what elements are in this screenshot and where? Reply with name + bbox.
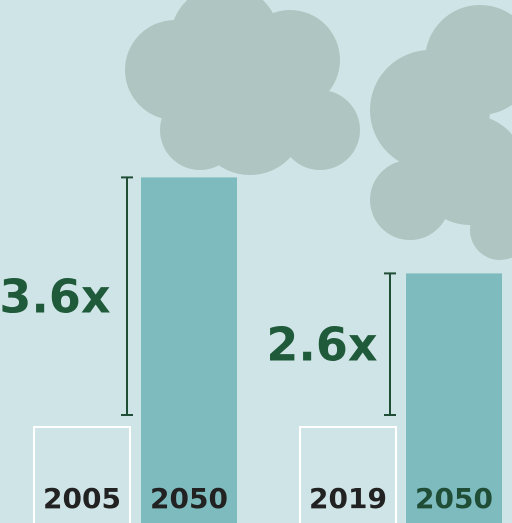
category-label: 2019 — [309, 482, 387, 515]
category-label: 2050 — [150, 482, 228, 515]
ratio-annotation: 2.6x — [266, 318, 377, 372]
category-label: 2050 — [415, 482, 493, 515]
ratio-annotation: 3.6x — [0, 270, 111, 324]
category-label: 2005 — [43, 482, 121, 515]
infographic: 2005 2050 3.6x 2019 2050 2.6x — [0, 0, 512, 523]
bar — [141, 177, 237, 523]
